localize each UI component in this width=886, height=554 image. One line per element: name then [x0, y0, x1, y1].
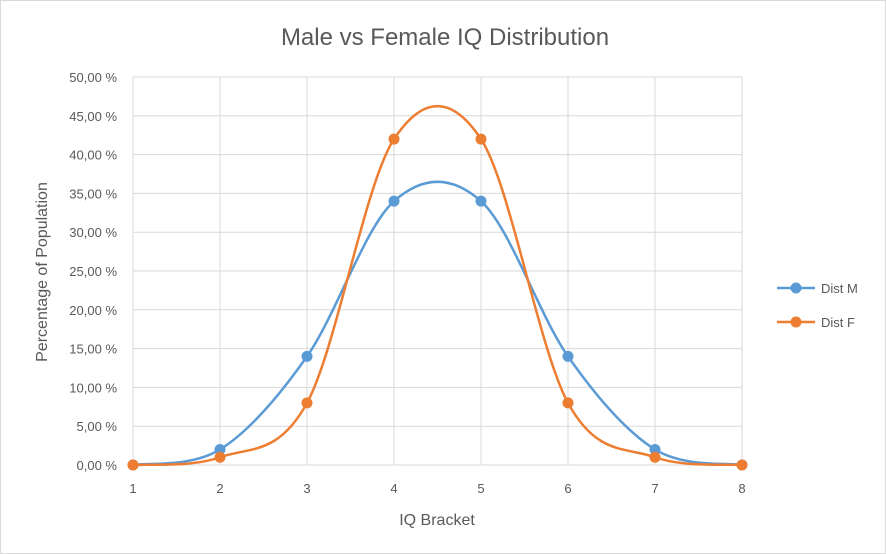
- legend-item: Dist F: [777, 315, 855, 330]
- data-point: [214, 443, 226, 455]
- gridlines: [132, 76, 743, 466]
- data-point: [475, 195, 487, 207]
- legend-label: Dist M: [821, 281, 858, 296]
- data-point: [388, 133, 400, 145]
- x-tick-label: 2: [216, 481, 223, 496]
- data-point: [301, 397, 313, 409]
- chart-title: Male vs Female IQ Distribution: [281, 24, 609, 51]
- y-tick-label: 10,00 %: [69, 380, 117, 395]
- legend: Dist M Dist F: [777, 281, 858, 330]
- series-dist-f: [127, 104, 748, 471]
- series-line: [132, 104, 743, 467]
- series-dist-m: [127, 180, 748, 471]
- data-point: [214, 451, 226, 463]
- series-line: [132, 180, 743, 467]
- data-point: [562, 397, 574, 409]
- y-tick-label: 15,00 %: [69, 342, 117, 357]
- x-tick-label: 8: [738, 481, 745, 496]
- data-point: [649, 451, 661, 463]
- data-point: [562, 350, 574, 362]
- y-axis-ticks: 0,00 % 5,00 % 10,00 % 15,00 % 20,00 % 25,00 %…: [69, 70, 117, 473]
- data-point: [388, 195, 400, 207]
- legend-item: Dist M: [777, 281, 858, 296]
- data-point: [301, 350, 313, 362]
- x-tick-label: 1: [129, 481, 136, 496]
- x-tick-label: 7: [651, 481, 658, 496]
- x-tick-label: 5: [477, 481, 484, 496]
- y-tick-label: 0,00 %: [77, 458, 118, 473]
- data-point: [649, 443, 661, 455]
- legend-marker: [790, 282, 802, 294]
- legend-marker: [790, 316, 802, 328]
- x-axis-ticks: 1 2 3 4 5 6 7 8: [129, 481, 745, 496]
- data-series: [127, 104, 748, 471]
- y-tick-label: 35,00 %: [69, 186, 117, 201]
- y-tick-label: 40,00 %: [69, 148, 117, 163]
- x-tick-label: 4: [390, 481, 397, 496]
- y-tick-label: 45,00 %: [69, 109, 117, 124]
- y-tick-label: 50,00 %: [69, 70, 117, 85]
- y-tick-label: 25,00 %: [69, 264, 117, 279]
- x-axis-title: IQ Bracket: [399, 512, 475, 529]
- x-tick-label: 3: [303, 481, 310, 496]
- data-point: [475, 133, 487, 145]
- x-tick-label: 6: [564, 481, 571, 496]
- y-axis-title: Percentage of Population: [34, 182, 51, 362]
- y-tick-label: 30,00 %: [69, 225, 117, 240]
- y-tick-label: 20,00 %: [69, 303, 117, 318]
- data-point: [736, 459, 748, 471]
- data-point: [127, 459, 139, 471]
- legend-label: Dist F: [821, 315, 855, 330]
- y-tick-label: 5,00 %: [77, 419, 118, 434]
